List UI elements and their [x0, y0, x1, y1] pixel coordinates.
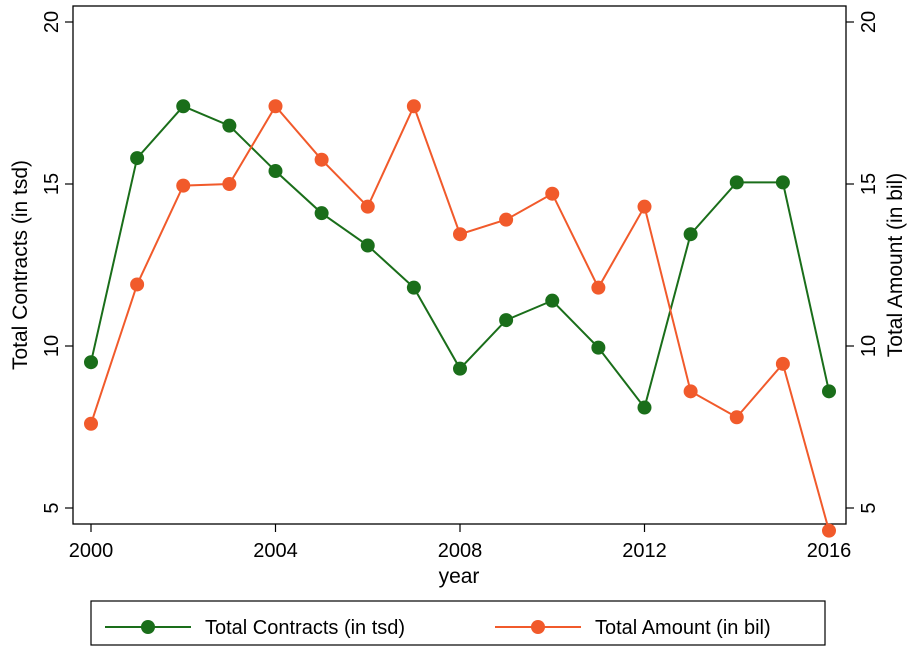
y-axis-left: 5 10 15 20	[41, 11, 73, 514]
data-point-contracts	[453, 361, 467, 376]
y-axis-right-label: Total Amount (in bil)	[884, 173, 907, 357]
data-point-contracts	[84, 355, 98, 370]
x-axis-label: year	[439, 565, 480, 588]
data-point-contracts	[222, 118, 237, 133]
data-point-amount	[591, 280, 606, 295]
series-line-amount	[90, 103, 830, 531]
legend-marker-amount	[531, 620, 545, 634]
y-left-tick-label: 5	[41, 502, 63, 513]
data-point-amount	[822, 523, 836, 538]
data-point-contracts	[176, 99, 191, 114]
data-point-contracts	[314, 206, 329, 221]
data-point-amount	[406, 99, 421, 114]
data-point-contracts	[683, 227, 698, 242]
legend: Total Contracts (in tsd) Total Amount (in…	[90, 600, 826, 646]
data-point-amount	[176, 178, 191, 193]
x-tick-label: 2016	[807, 540, 852, 562]
data-point-amount	[130, 277, 145, 292]
legend-label-contracts: Total Contracts (in tsd)	[205, 617, 405, 639]
data-point-amount	[729, 410, 744, 425]
data-point-contracts	[822, 384, 836, 399]
x-tick-label: 2000	[69, 540, 114, 562]
data-point-contracts	[268, 164, 283, 179]
data-point-amount	[314, 152, 329, 167]
legend-items: Total Contracts (in tsd) Total Amount (in…	[105, 617, 771, 639]
y-left-tick-label: 10	[41, 335, 63, 357]
data-point-amount	[84, 416, 98, 431]
data-point-contracts	[775, 175, 790, 190]
legend-box	[90, 600, 826, 646]
y-axis-right: 5 10 15 20	[846, 11, 880, 514]
data-point-contracts	[360, 238, 375, 253]
data-point-amount	[453, 227, 467, 242]
data-point-contracts	[637, 400, 652, 415]
y-right-tick-label: 15	[858, 173, 880, 195]
legend-marker-contracts	[141, 620, 155, 634]
y-right-tick-label: 20	[858, 11, 880, 33]
y-right-tick-label: 5	[858, 502, 880, 513]
legend-label-amount: Total Amount (in bil)	[595, 617, 771, 639]
data-point-amount	[637, 199, 652, 214]
y-right-tick-label: 10	[858, 335, 880, 357]
y-axis-left-label: Total Contracts (in tsd)	[9, 160, 32, 370]
y-left-tick-label: 15	[41, 173, 63, 195]
plot-area	[72, 5, 847, 525]
data-point-amount	[775, 356, 790, 371]
data-point-amount	[268, 99, 283, 114]
data-point-contracts	[591, 340, 606, 355]
x-axis: 2000 2004 2008 2012 2016	[69, 524, 852, 562]
data-point-contracts	[130, 151, 145, 166]
data-point-contracts	[729, 175, 744, 190]
data-point-amount	[545, 186, 560, 201]
data-point-amount	[683, 384, 698, 399]
data-point-amount	[360, 199, 375, 214]
x-tick-label: 2012	[622, 540, 667, 562]
y-left-tick-label: 20	[41, 11, 63, 33]
data-point-amount	[499, 212, 514, 227]
x-tick-label: 2008	[438, 540, 483, 562]
data-point-contracts	[499, 313, 514, 328]
data-point-contracts	[545, 293, 560, 308]
data-point-contracts	[406, 280, 421, 295]
series-lines	[84, 99, 836, 538]
x-tick-label: 2004	[253, 540, 298, 562]
data-point-amount	[222, 177, 237, 191]
